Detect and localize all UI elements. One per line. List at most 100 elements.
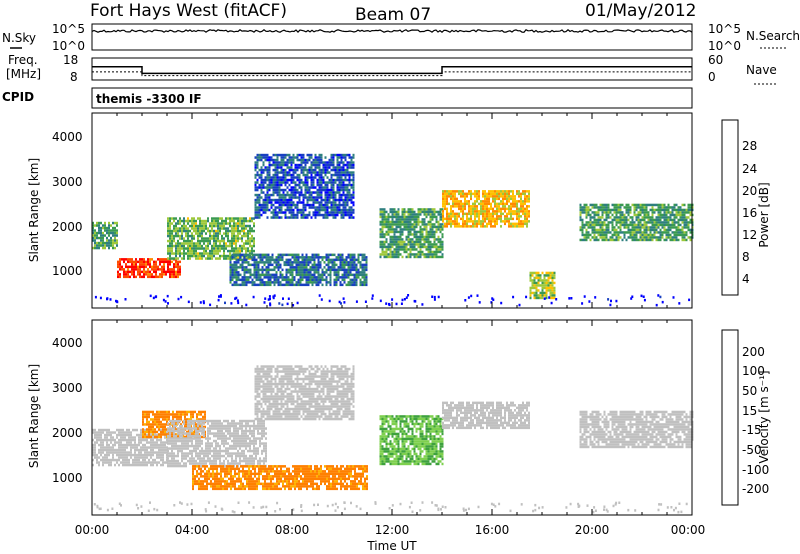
velocity-cell <box>92 453 94 457</box>
power-cell <box>173 252 175 255</box>
power-cell <box>351 261 354 264</box>
power-cell <box>292 201 295 204</box>
power-cell <box>381 225 384 229</box>
power-cell <box>385 240 388 244</box>
power-cell <box>179 237 181 240</box>
power-cell <box>351 281 354 284</box>
power-cell <box>125 265 127 269</box>
power-cell <box>254 161 257 164</box>
power-cell <box>352 193 355 197</box>
power-cell <box>659 231 662 234</box>
velocity-cell <box>92 446 94 449</box>
power-cell <box>407 210 410 214</box>
power-cell <box>341 256 344 259</box>
velocity-cell <box>110 433 112 437</box>
power-cell <box>266 173 269 177</box>
power-cell <box>355 263 358 267</box>
power-cell <box>314 208 317 212</box>
velocity-cell <box>112 458 114 462</box>
power-cell <box>621 221 624 224</box>
power-cell <box>613 216 616 219</box>
power-cell <box>673 226 676 229</box>
power-cell <box>379 240 382 244</box>
power-cell <box>185 252 187 255</box>
power-cell <box>353 261 356 264</box>
power-cell <box>321 276 324 279</box>
power-cell <box>627 231 630 234</box>
power-cell <box>437 240 440 244</box>
power-cell <box>330 201 333 204</box>
power-cell <box>601 213 604 217</box>
power-cell <box>261 253 264 257</box>
power-cell <box>486 200 488 203</box>
power-cell <box>266 168 269 172</box>
power-cell <box>211 227 213 230</box>
power-cell <box>289 283 292 287</box>
power-cell <box>127 268 129 271</box>
power-cell <box>300 171 303 174</box>
power-cell <box>433 245 436 249</box>
power-cell <box>241 229 243 233</box>
power-cell <box>137 265 139 269</box>
velocity-cell <box>124 456 126 459</box>
power-cell <box>383 225 386 229</box>
power-cell <box>304 178 307 182</box>
power-cell <box>254 208 257 212</box>
power-cell <box>393 248 396 251</box>
power-cell <box>261 273 264 277</box>
power-cell <box>291 278 294 282</box>
power-cell <box>541 291 544 295</box>
power-cell <box>609 211 612 214</box>
power-cell <box>185 242 187 245</box>
power-cell <box>241 219 243 223</box>
power-cell <box>149 260 151 264</box>
power-cell <box>405 245 408 249</box>
power-cell <box>131 258 133 261</box>
velocity-cell <box>130 456 132 459</box>
power-cell <box>112 241 114 245</box>
power-cell <box>583 211 586 214</box>
power-cell <box>169 234 171 238</box>
power-cell <box>332 173 335 177</box>
velocity-cell <box>130 448 132 452</box>
power-cell <box>352 211 355 214</box>
power-cell <box>243 244 245 248</box>
power-cell <box>342 153 345 157</box>
power-cell <box>251 283 254 287</box>
power-cell <box>405 238 408 241</box>
power-cell <box>191 217 193 220</box>
power-cell <box>205 252 207 255</box>
power-cell <box>533 281 536 285</box>
power-cell <box>435 228 438 231</box>
power-cell <box>143 270 145 274</box>
power-cell <box>407 294 410 297</box>
power-cell <box>437 213 440 216</box>
power-cell <box>601 203 604 207</box>
power-cell <box>351 266 354 269</box>
power-cell <box>381 243 384 246</box>
power-cell <box>389 245 392 249</box>
power-cell <box>506 220 508 223</box>
power-cell <box>605 238 608 242</box>
power-cell <box>617 231 620 234</box>
power-cell <box>249 271 252 274</box>
power-cell <box>211 249 213 253</box>
power-cell <box>100 221 102 225</box>
power-cell <box>500 190 502 193</box>
power-cell <box>167 260 169 264</box>
power-cell <box>283 263 286 267</box>
power-cell <box>391 230 394 234</box>
power-cell <box>441 253 444 256</box>
power-cell <box>637 211 640 214</box>
power-cell <box>365 281 368 284</box>
power-cell <box>541 296 544 300</box>
velocity-cell <box>152 446 154 449</box>
power-cell <box>357 271 360 274</box>
power-cell <box>261 283 264 287</box>
power-cell <box>288 211 291 214</box>
power-cell <box>245 239 247 243</box>
power-cell <box>363 276 366 279</box>
velocity-cell <box>126 458 128 462</box>
power-cell <box>498 197 500 201</box>
power-cell <box>526 215 528 218</box>
